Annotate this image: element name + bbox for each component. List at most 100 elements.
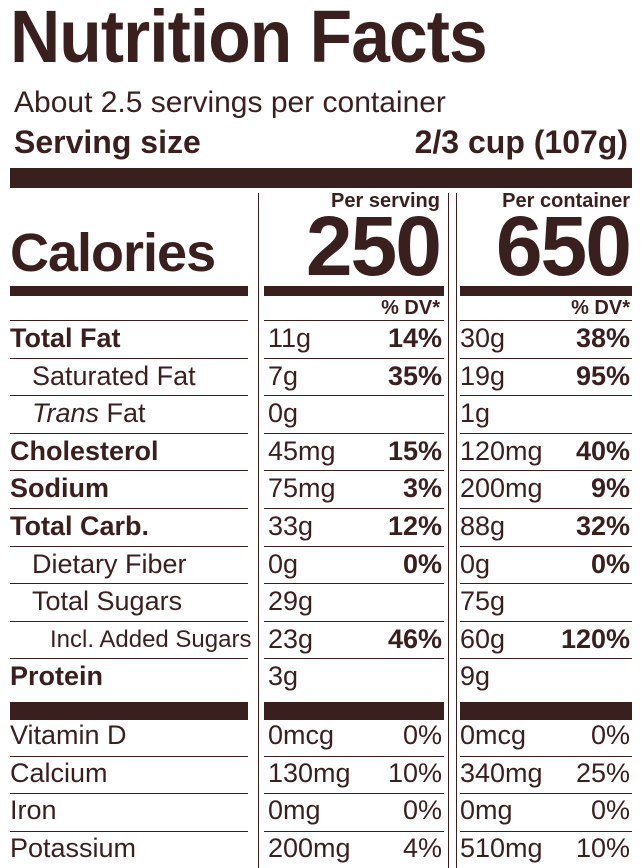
trans-italic-text: Trans xyxy=(32,398,100,429)
row-rule-label xyxy=(10,621,248,622)
nutrient-container-amount: 120mg xyxy=(460,435,543,466)
calories-per-serving: 250 xyxy=(305,199,442,293)
row-rule-serving xyxy=(264,583,444,584)
nutrient-serving-dv: 14% xyxy=(387,323,442,353)
row-rule-label xyxy=(10,583,248,584)
nutrient-name: Cholesterol xyxy=(10,435,159,466)
label-title: Nutrition Facts xyxy=(10,0,488,78)
vitamin-serving-amount: 200mg xyxy=(268,832,351,863)
row-rule-label xyxy=(10,508,248,509)
nutrient-container-dv: 120% xyxy=(560,623,630,654)
row-rule-label xyxy=(10,546,248,547)
vit-rule-label xyxy=(10,756,248,757)
nutrient-name: Protein xyxy=(10,661,104,692)
vitamin-serving-dv: 4% xyxy=(402,832,442,863)
calories-label: Calories xyxy=(10,223,216,283)
vit-rule-container xyxy=(460,831,632,832)
row-rule-container xyxy=(460,320,632,321)
vitamin-container-dv: 25% xyxy=(575,757,630,788)
medium-divider-label-col xyxy=(10,286,248,296)
vit-rule-container xyxy=(460,793,632,794)
nutrient-serving-amount: 45mg xyxy=(268,435,336,466)
nutrient-name: Total Sugars xyxy=(32,586,183,617)
row-rule-serving xyxy=(264,621,444,622)
row-rule-container xyxy=(460,433,632,434)
nutrient-serving-dv: 12% xyxy=(387,511,442,541)
thick-divider-top xyxy=(10,168,632,188)
nutrient-container-amount: 88g xyxy=(460,511,506,541)
thick-divider-serving-col xyxy=(264,702,444,720)
nutrient-container-amount: 30g xyxy=(460,323,506,353)
thick-divider-label-col xyxy=(10,702,248,720)
nutrient-container-amount: 60g xyxy=(460,623,506,654)
nutrient-container-dv: 40% xyxy=(575,435,630,466)
row-rule-container xyxy=(460,470,632,471)
vit-rule-label xyxy=(10,831,248,832)
nutrient-serving-amount: 75mg xyxy=(268,473,336,504)
row-rule-container xyxy=(460,583,632,584)
nutrient-container-dv: 32% xyxy=(575,511,630,541)
nutrient-container-dv: 38% xyxy=(575,323,630,353)
vitamin-container-amount: 0mg xyxy=(460,795,513,825)
thick-divider-container-col xyxy=(460,702,632,720)
medium-divider-serving-col xyxy=(264,286,444,296)
row-rule-label xyxy=(10,658,248,659)
row-rule-container xyxy=(460,546,632,547)
servings-per-container: About 2.5 servings per container xyxy=(14,86,446,119)
vitamin-container-dv: 10% xyxy=(575,832,630,863)
vitamin-container-amount: 510mg xyxy=(460,832,543,863)
nutrient-serving-amount: 29g xyxy=(268,586,314,617)
row-rule-serving xyxy=(264,470,444,471)
trans-rest-text: Fat xyxy=(99,398,146,429)
column-divider-mid-b xyxy=(456,193,457,868)
dv-heading-serving: % DV* xyxy=(381,297,440,319)
vitamin-serving-amount: 0mcg xyxy=(268,720,335,750)
nutrient-name: Trans Fat xyxy=(32,398,146,429)
row-rule-serving xyxy=(264,433,444,434)
nutrient-serving-amount: 7g xyxy=(268,360,299,391)
nutrient-serving-amount: 0g xyxy=(268,398,299,429)
vitamin-serving-amount: 0mg xyxy=(268,795,321,825)
nutrient-serving-amount: 3g xyxy=(268,661,299,692)
vitamin-serving-dv: 0% xyxy=(402,720,442,750)
nutrient-container-amount: 9g xyxy=(460,661,491,692)
vit-rule-serving xyxy=(264,793,444,794)
vitamin-serving-dv: 0% xyxy=(402,795,442,825)
column-divider-mid-a xyxy=(448,193,449,868)
dv-heading-container: % DV* xyxy=(571,297,630,319)
nutrient-serving-dv: 3% xyxy=(402,473,442,504)
row-rule-label xyxy=(10,395,248,396)
row-rule-container xyxy=(460,508,632,509)
vitamin-container-amount: 0mcg xyxy=(460,720,527,750)
row-rule-label xyxy=(10,433,248,434)
vit-rule-label xyxy=(10,793,248,794)
row-rule-label xyxy=(10,320,248,321)
row-rule-label xyxy=(10,358,248,359)
nutrient-container-amount: 75g xyxy=(460,586,506,617)
nutrient-container-dv: 9% xyxy=(590,473,630,504)
row-rule-container xyxy=(460,658,632,659)
nutrient-container-amount: 1g xyxy=(460,398,491,429)
serving-size-label: Serving size xyxy=(14,124,201,160)
nutrient-serving-dv: 15% xyxy=(387,435,442,466)
vitamin-name: Vitamin D xyxy=(10,720,127,750)
column-divider-left xyxy=(258,193,259,868)
nutrient-serving-amount: 11g xyxy=(268,323,312,353)
nutrient-name: Incl. Added Sugars xyxy=(50,625,252,653)
nutrient-serving-amount: 23g xyxy=(268,623,314,654)
nutrient-name: Saturated Fat xyxy=(32,360,196,391)
nutrient-serving-dv: 35% xyxy=(387,360,442,391)
nutrient-name: Dietary Fiber xyxy=(32,548,187,579)
vit-rule-serving xyxy=(264,831,444,832)
nutrient-serving-dv: 46% xyxy=(387,623,442,654)
row-rule-serving xyxy=(264,358,444,359)
per-serving-heading: Per serving xyxy=(331,190,440,212)
vitamin-container-dv: 0% xyxy=(590,720,630,750)
vitamin-name: Calcium xyxy=(10,757,108,788)
nutrient-name: Total Fat xyxy=(10,323,121,353)
row-rule-serving xyxy=(264,658,444,659)
row-rule-container xyxy=(460,395,632,396)
vitamin-name: Iron xyxy=(10,795,57,825)
calories-per-container: 650 xyxy=(495,199,632,293)
